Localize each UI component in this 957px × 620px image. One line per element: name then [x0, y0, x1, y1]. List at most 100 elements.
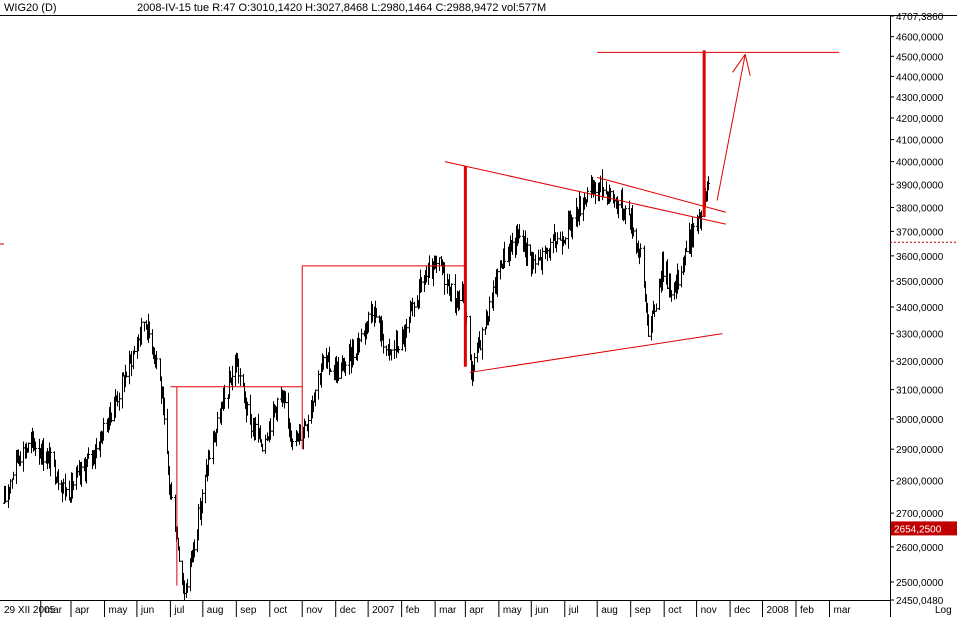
price-bar — [166, 408, 169, 455]
x-tick-label: jun — [140, 605, 154, 616]
price-bar — [239, 368, 242, 386]
price-bar — [307, 414, 310, 438]
price-bar — [208, 450, 211, 460]
annotations — [170, 50, 840, 586]
price-bar — [397, 345, 400, 354]
y-tick-label: 3200,0000 — [896, 357, 944, 368]
price-bar — [314, 389, 317, 407]
x-tick-label: feb — [406, 605, 420, 616]
price-bar — [254, 416, 257, 441]
price-bar — [559, 231, 562, 241]
price-bar — [639, 243, 642, 258]
y-tick-label: 3300,0000 — [896, 330, 944, 341]
price-bar — [143, 321, 146, 332]
price-bar — [22, 441, 25, 472]
ohlc-info: 2008-IV-15 tue R:47 O:3010,1420 H:3027,8… — [137, 2, 547, 14]
price-bar — [632, 227, 635, 237]
price-bar — [170, 482, 173, 500]
price-bar — [488, 296, 491, 322]
price-bar — [352, 339, 355, 365]
price-bar — [155, 351, 158, 370]
price-bar — [261, 443, 264, 452]
price-bar — [42, 438, 45, 471]
price-bar — [246, 401, 249, 416]
price-bar — [473, 352, 476, 371]
price-bar — [382, 333, 385, 354]
price-bar — [269, 418, 272, 440]
price-bar — [27, 442, 30, 453]
x-tick-label: oct — [274, 605, 288, 616]
x-tick-label: mar — [45, 605, 63, 616]
price-bar — [118, 392, 121, 411]
x-tick-label: oct — [668, 605, 682, 616]
price-bar — [344, 361, 347, 377]
y-tick-label: 4300,0000 — [896, 93, 944, 104]
x-tick-label: mar — [833, 605, 851, 616]
price-bar — [617, 201, 620, 219]
x-tick-label: sep — [240, 605, 257, 616]
price-bar — [564, 237, 567, 245]
price-bar — [435, 255, 438, 273]
price-bar — [102, 417, 105, 441]
price-bar — [556, 232, 559, 245]
price-bars — [3, 169, 710, 601]
price-bar — [707, 176, 710, 191]
current-price-box — [891, 521, 957, 536]
price-bar — [450, 283, 453, 302]
chart-header: WIG20 (D) 2008-IV-15 tue R:47 O:3010,142… — [0, 0, 890, 16]
x-tick-label: dec — [734, 605, 750, 616]
price-bar — [571, 217, 574, 240]
price-bar — [34, 441, 37, 457]
price-bar — [57, 469, 60, 491]
price-bar — [390, 349, 393, 361]
price-bar — [186, 579, 189, 593]
x-tick-label: feb — [800, 605, 814, 616]
y-tick-label: 4707,3860 — [896, 12, 944, 23]
price-bar — [178, 546, 181, 562]
price-bar — [534, 254, 537, 274]
x-tick-label: dec — [340, 605, 356, 616]
trend-line — [444, 161, 726, 225]
x-tick-label: may — [503, 605, 522, 616]
price-bar — [163, 397, 166, 425]
price-bar — [72, 480, 75, 491]
price-bar — [125, 371, 128, 378]
x-tick-label: jul — [568, 605, 579, 616]
y-tick-label: 4600,0000 — [896, 33, 944, 44]
price-bar — [579, 196, 582, 217]
y-tick-label: 3000,0000 — [896, 415, 944, 426]
x-tick-label: 2007 — [372, 605, 395, 616]
price-bar — [458, 290, 461, 310]
price-bar — [503, 241, 506, 268]
x-tick-label: sep — [635, 605, 652, 616]
price-bar — [121, 372, 124, 409]
price-bar — [518, 224, 521, 239]
x-tick-label: aug — [207, 605, 224, 616]
price-bar — [116, 391, 119, 407]
price-bar — [624, 205, 627, 225]
price-bar — [250, 413, 253, 439]
price-bar — [586, 187, 589, 203]
y-tick-label: 2900,0000 — [896, 445, 944, 456]
price-bar — [375, 308, 378, 318]
y-tick-label: 4500,0000 — [896, 52, 944, 63]
current-price-tag: 2654,2500 — [891, 521, 957, 536]
trend-line — [597, 176, 726, 213]
log-scale-label: Log — [935, 605, 952, 616]
price-bar — [360, 328, 363, 343]
y-tick-label: 2700,0000 — [896, 509, 944, 520]
y-tick-label: 2500,0000 — [896, 578, 944, 589]
price-bar — [19, 451, 22, 466]
price-bar — [367, 311, 370, 333]
x-tick-label: 29 XII 2005 — [4, 605, 56, 616]
price-bar — [201, 489, 204, 514]
y-tick-label: 4200,0000 — [896, 114, 944, 125]
y-tick-label: 4400,0000 — [896, 72, 944, 83]
y-tick-label: 3900,0000 — [896, 180, 944, 191]
price-bar — [481, 327, 484, 360]
target-arrow — [716, 54, 751, 201]
y-tick-label: 2600,0000 — [896, 543, 944, 554]
x-tick-label: mar — [439, 605, 457, 616]
